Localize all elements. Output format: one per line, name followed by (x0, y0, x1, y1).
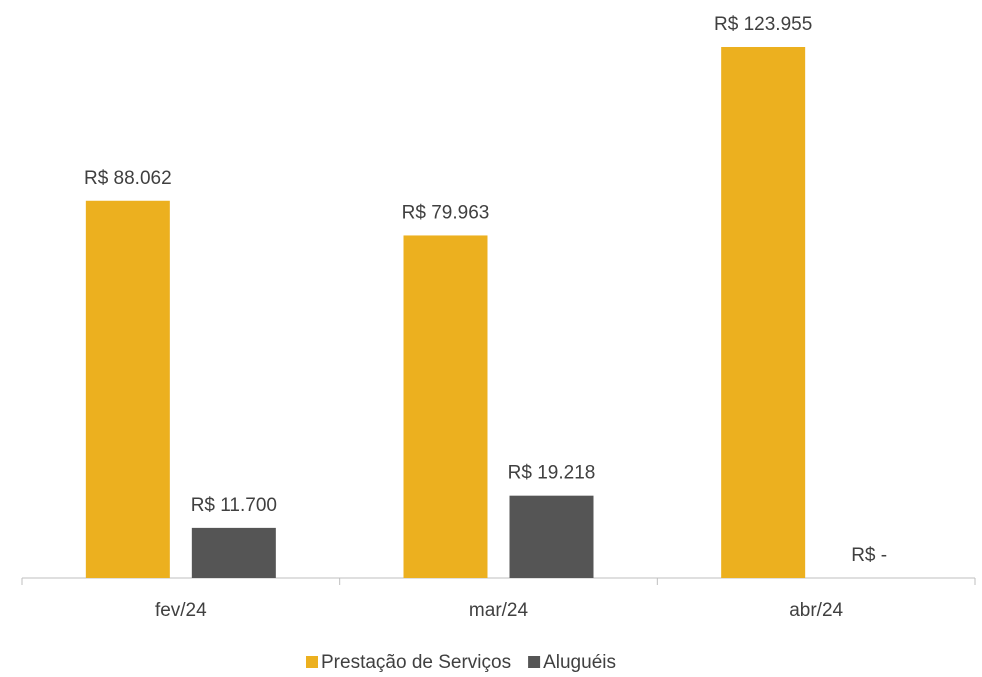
x-tick-label: abr/24 (789, 600, 843, 621)
value-label: R$ - (851, 545, 887, 566)
bar (403, 235, 488, 578)
value-label: R$ 123.955 (714, 14, 812, 35)
value-label: R$ 88.062 (84, 168, 172, 189)
bar (191, 527, 276, 578)
value-label: R$ 11.700 (191, 495, 277, 516)
legend-swatch (306, 656, 318, 668)
value-label: R$ 19.218 (508, 463, 596, 484)
x-tick-label: mar/24 (469, 600, 529, 621)
bar (721, 47, 806, 578)
legend-label: Prestação de Serviços (321, 652, 511, 673)
bar (509, 495, 594, 578)
value-label: R$ 79.963 (402, 202, 490, 223)
bar (85, 200, 170, 578)
x-tick-label: fev/24 (155, 600, 207, 621)
legend-label: Aluguéis (543, 652, 616, 673)
legend-swatch (528, 656, 541, 668)
